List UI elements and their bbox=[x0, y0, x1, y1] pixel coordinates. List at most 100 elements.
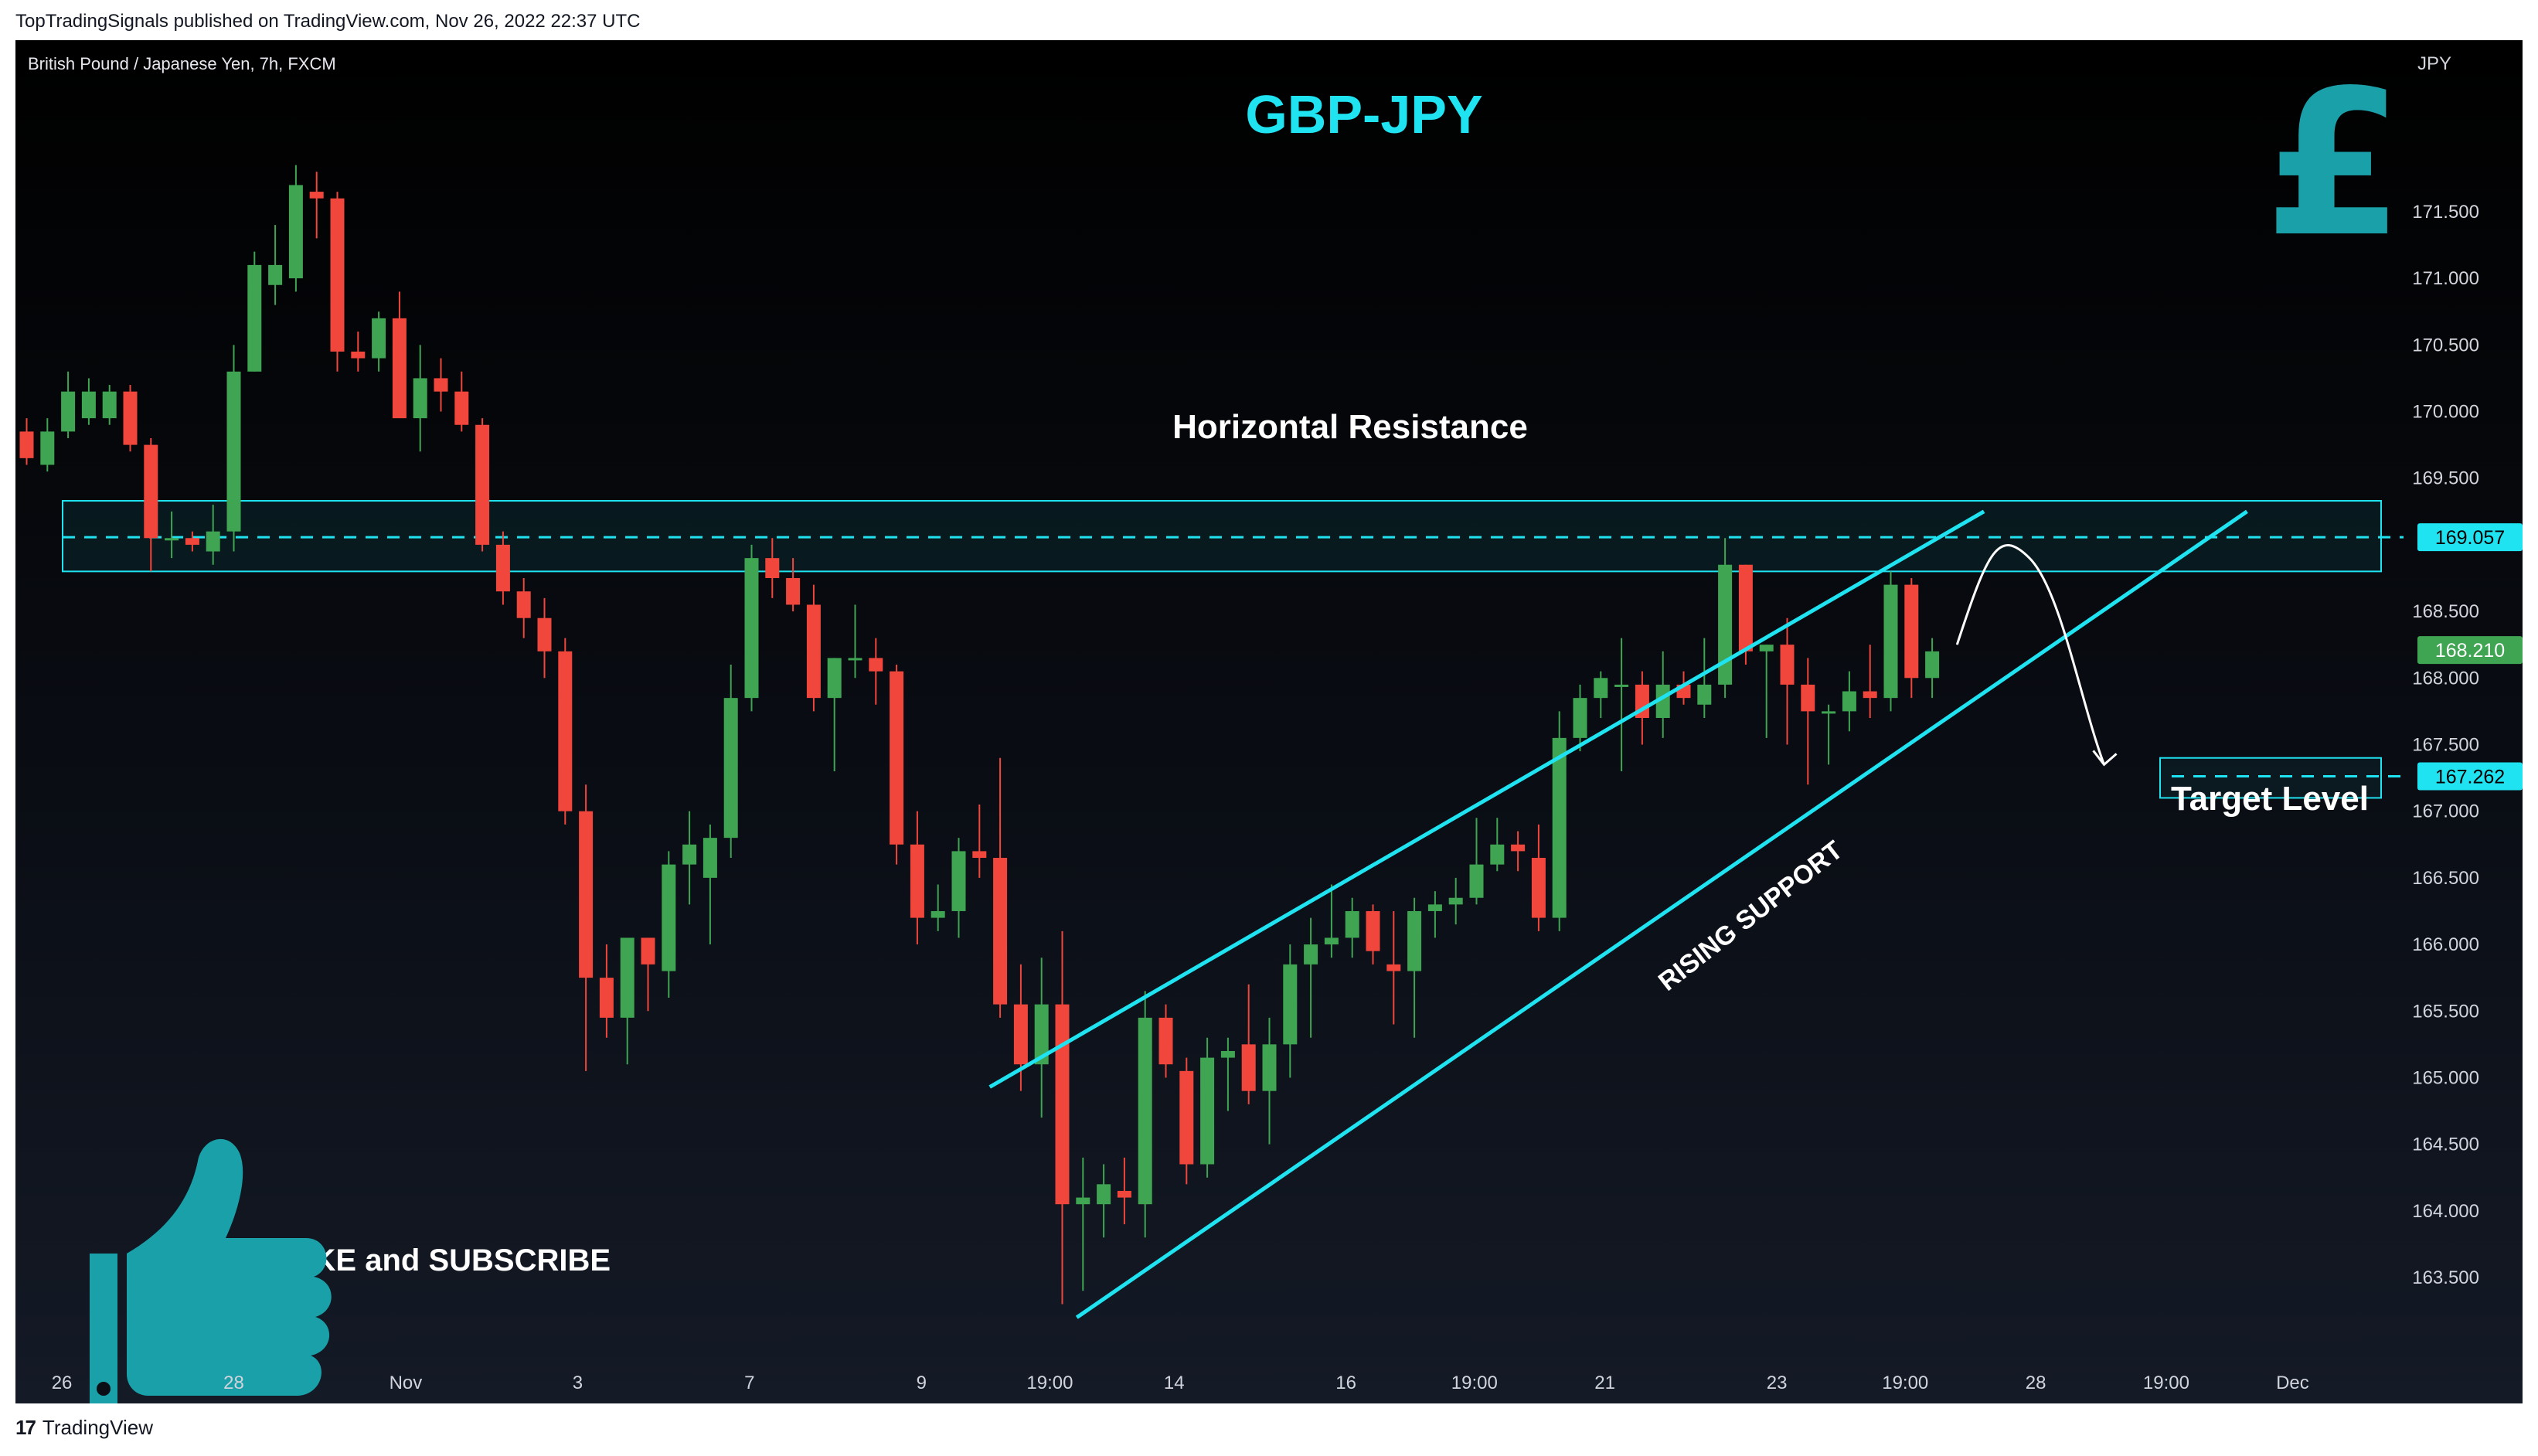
y-tick-label: 168.500 bbox=[2412, 601, 2479, 622]
candle-body bbox=[1655, 684, 1670, 719]
candle-body bbox=[1324, 937, 1339, 945]
candle-body bbox=[247, 264, 262, 372]
x-tick-label: 28 bbox=[223, 1373, 244, 1393]
publication-caption: TopTradingSignals published on TradingVi… bbox=[15, 11, 641, 32]
thumb-cuff bbox=[90, 1254, 117, 1403]
candle-body bbox=[268, 264, 283, 285]
y-tick-label: 163.500 bbox=[2412, 1267, 2479, 1288]
candle-body bbox=[81, 391, 96, 419]
candle-body bbox=[392, 318, 407, 419]
candle-body bbox=[537, 617, 552, 651]
y-tick-label: 171.500 bbox=[2412, 202, 2479, 223]
target-label: Target Level bbox=[2171, 780, 2369, 818]
x-tick-label: 19:00 bbox=[1026, 1373, 1073, 1393]
candle-body bbox=[475, 424, 490, 545]
x-tick-label: 7 bbox=[744, 1373, 754, 1393]
candle-body bbox=[1345, 910, 1359, 938]
candle-body bbox=[1490, 844, 1505, 865]
candle-body bbox=[1097, 1184, 1111, 1205]
candle-body bbox=[1304, 944, 1318, 964]
candle-body bbox=[165, 538, 179, 541]
candlestick-chart[interactable]: British Pound / Japanese Yen, 7h, FXCM GB… bbox=[15, 40, 2523, 1403]
candle-body bbox=[1697, 684, 1712, 705]
candle-body bbox=[1573, 698, 1587, 738]
candle-body bbox=[102, 391, 117, 419]
x-tick-label: 19:00 bbox=[1882, 1373, 1928, 1393]
candle-body bbox=[1448, 897, 1463, 905]
candle-body bbox=[662, 864, 676, 971]
candle-body bbox=[1780, 645, 1795, 685]
target-price-tag: 167.262 bbox=[2435, 767, 2505, 788]
candle-body bbox=[1469, 864, 1484, 898]
channel-lower-line bbox=[1075, 509, 2248, 1319]
candle-body bbox=[1738, 564, 1753, 651]
candle-body bbox=[827, 658, 842, 699]
candle-body bbox=[372, 318, 386, 359]
candle-body bbox=[682, 844, 697, 865]
chart-panel[interactable]: British Pound / Japanese Yen, 7h, FXCM GB… bbox=[15, 40, 2523, 1403]
candle-body bbox=[1511, 844, 1526, 852]
candle-body bbox=[1863, 691, 1877, 699]
y-tick-label: 164.500 bbox=[2412, 1135, 2479, 1155]
like-subscribe-text: LIKE and SUBSCRIBE bbox=[286, 1243, 611, 1277]
candle-body bbox=[1179, 1070, 1194, 1165]
x-tick-label: 28 bbox=[2026, 1373, 2046, 1393]
y-tick-label: 170.000 bbox=[2412, 402, 2479, 423]
x-tick-label: 14 bbox=[1164, 1373, 1185, 1393]
target-price-tag-bg bbox=[2417, 762, 2523, 791]
candle-body bbox=[993, 858, 1008, 1005]
chart-title: GBP-JPY bbox=[1245, 84, 1482, 145]
candle-body bbox=[744, 558, 759, 699]
x-tick-label: Dec bbox=[2276, 1373, 2309, 1393]
candle-body bbox=[579, 811, 594, 978]
candle-body bbox=[848, 658, 862, 661]
candle-body bbox=[1013, 1004, 1028, 1065]
last-price-tag-bg bbox=[2417, 636, 2523, 665]
x-tick-label: 19:00 bbox=[2143, 1373, 2189, 1393]
candle-body bbox=[288, 185, 303, 279]
candle-body bbox=[1925, 651, 1940, 679]
candle-body bbox=[1822, 711, 1836, 714]
x-tick-label: 9 bbox=[917, 1373, 927, 1393]
candle-body bbox=[206, 531, 220, 552]
y-tick-label: 166.000 bbox=[2412, 934, 2479, 955]
y-tick-label: 166.500 bbox=[2412, 868, 2479, 889]
candle-body bbox=[1427, 904, 1442, 911]
candle-body bbox=[330, 198, 345, 352]
candle-body bbox=[413, 378, 427, 419]
candle-body bbox=[144, 444, 158, 539]
candle-body bbox=[930, 910, 945, 918]
candle-body bbox=[620, 937, 634, 1018]
y-tick-label: 164.000 bbox=[2412, 1201, 2479, 1222]
candle-body bbox=[910, 844, 924, 918]
candle-body bbox=[806, 604, 821, 699]
thumb-cuff-dot bbox=[97, 1382, 111, 1396]
resistance-price-tag: 169.057 bbox=[2435, 527, 2505, 549]
candle-body bbox=[599, 978, 614, 1018]
candle-body bbox=[1614, 684, 1629, 687]
candle-body bbox=[1594, 678, 1608, 699]
y-tick-label: 170.500 bbox=[2412, 335, 2479, 355]
candle-body bbox=[309, 192, 324, 199]
candle-body bbox=[1055, 1004, 1070, 1205]
candle-body bbox=[1801, 684, 1815, 712]
candle-body bbox=[1076, 1197, 1090, 1205]
symbol-label: British Pound / Japanese Yen, 7h, FXCM bbox=[28, 54, 336, 73]
pound-sign-icon: £ bbox=[2264, 48, 2404, 281]
x-tick-label: 3 bbox=[573, 1373, 583, 1393]
y-tick-label: 168.000 bbox=[2412, 668, 2479, 689]
thumb-hand bbox=[127, 1138, 332, 1396]
candle-body bbox=[972, 851, 987, 859]
x-tick-label: 23 bbox=[1767, 1373, 1788, 1393]
projection-arrow-head bbox=[2092, 750, 2118, 767]
candle-body bbox=[185, 538, 199, 545]
x-tick-label: 16 bbox=[1335, 1373, 1356, 1393]
y-axis-currency: JPY bbox=[2417, 53, 2451, 74]
y-tick-label: 171.000 bbox=[2412, 268, 2479, 289]
tradingview-logo-icon: 17 bbox=[15, 1416, 36, 1439]
y-tick-label: 167.500 bbox=[2412, 734, 2479, 755]
x-tick-label: 19:00 bbox=[1451, 1373, 1498, 1393]
candle-body bbox=[123, 391, 138, 445]
candle-body bbox=[1718, 564, 1733, 685]
tradingview-brand[interactable]: 17 TradingView bbox=[15, 1416, 153, 1440]
